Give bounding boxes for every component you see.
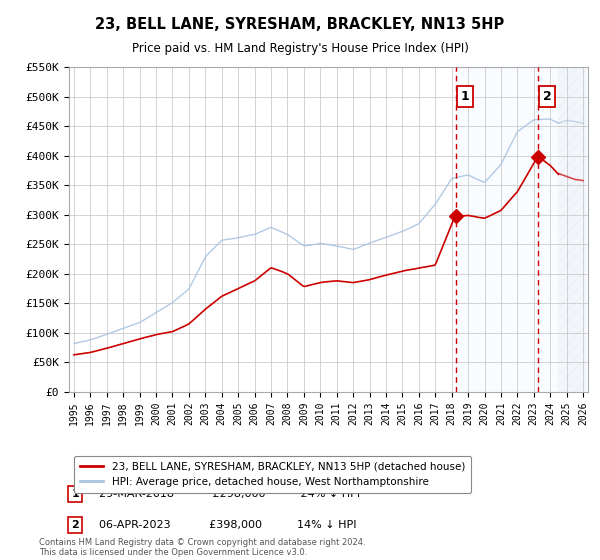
Text: 1: 1 — [461, 90, 469, 103]
Bar — [456, 67, 538, 392]
Text: 06-APR-2023           £398,000          14% ↓ HPI: 06-APR-2023 £398,000 14% ↓ HPI — [85, 520, 356, 530]
Text: Price paid vs. HM Land Registry's House Price Index (HPI): Price paid vs. HM Land Registry's House … — [131, 42, 469, 55]
Text: 29-MAR-2018           £298,000          24% ↓ HPI: 29-MAR-2018 £298,000 24% ↓ HPI — [85, 489, 359, 500]
Text: 2: 2 — [543, 90, 551, 103]
Text: 23, BELL LANE, SYRESHAM, BRACKLEY, NN13 5HP: 23, BELL LANE, SYRESHAM, BRACKLEY, NN13 … — [95, 17, 505, 32]
Text: 1: 1 — [71, 489, 79, 500]
Text: Contains HM Land Registry data © Crown copyright and database right 2024.
This d: Contains HM Land Registry data © Crown c… — [39, 538, 365, 557]
Legend: 23, BELL LANE, SYRESHAM, BRACKLEY, NN13 5HP (detached house), HPI: Average price: 23, BELL LANE, SYRESHAM, BRACKLEY, NN13 … — [74, 456, 472, 493]
Text: 2: 2 — [71, 520, 79, 530]
Bar — [538, 67, 591, 392]
Bar — [559, 67, 586, 392]
